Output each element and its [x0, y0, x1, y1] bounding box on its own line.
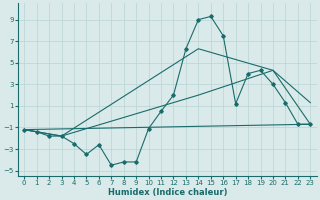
- X-axis label: Humidex (Indice chaleur): Humidex (Indice chaleur): [108, 188, 227, 197]
